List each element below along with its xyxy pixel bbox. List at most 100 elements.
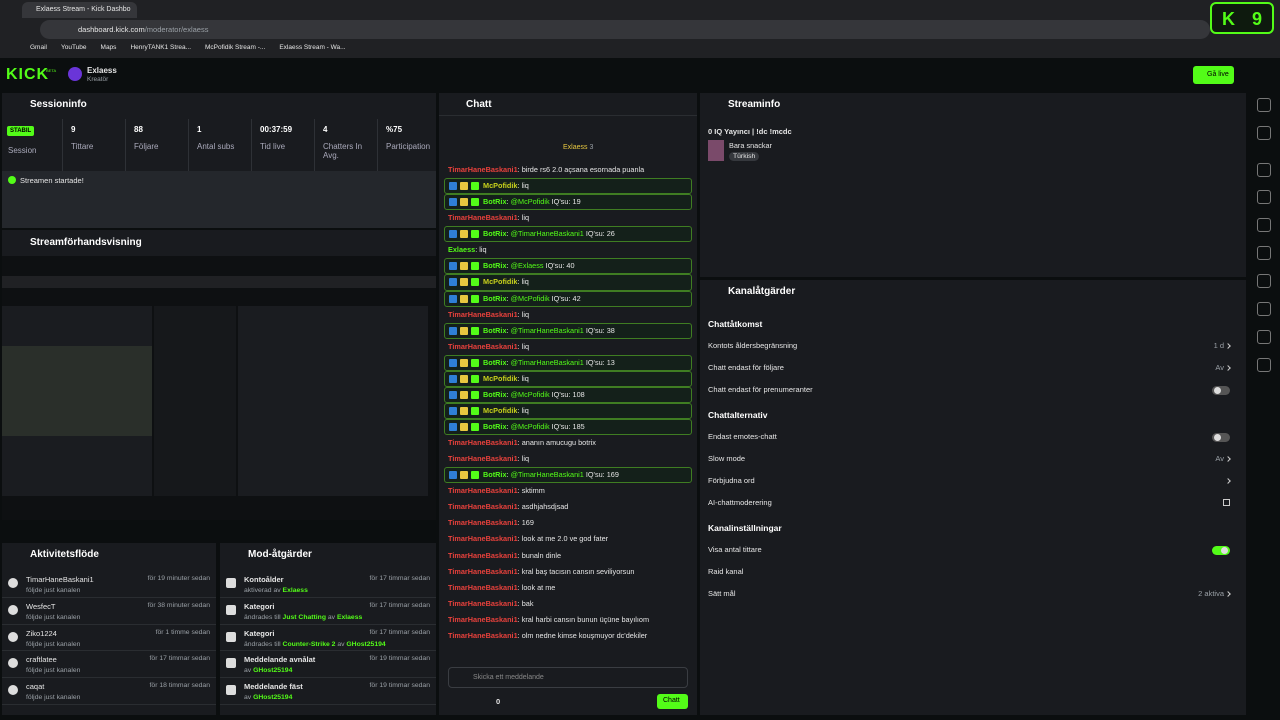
chat-message: BotRix@McPofidik IQ'su: 108: [444, 386, 692, 403]
preview-video: [2, 256, 436, 520]
mod-time: för 19 timmar sedan: [369, 655, 430, 663]
setting-row[interactable]: Kontots åldersbegränsning 1 d: [708, 335, 1238, 357]
setting-row[interactable]: Raid kanal: [708, 561, 1238, 583]
chat-username[interactable]: TimarHaneBaskani1: [448, 438, 522, 447]
chat-username[interactable]: TimarHaneBaskani1: [448, 583, 522, 592]
chat-username[interactable]: TimarHaneBaskani1: [448, 599, 522, 608]
setting-row[interactable]: Sätt mål 2 aktiva: [708, 583, 1238, 605]
mod-item: Meddelande fäst för 19 timmar sedan av GHo…: [220, 678, 436, 705]
pinned-user[interactable]: Exlaess 3: [563, 144, 593, 151]
chat-username[interactable]: TimarHaneBaskani1: [448, 213, 522, 222]
setting-row[interactable]: Chatt endast för prenumeranter: [708, 379, 1238, 401]
user-badge: [460, 326, 468, 335]
user-badge: [460, 358, 468, 367]
setting-row[interactable]: Slow mode Av: [708, 448, 1238, 470]
activity-desc: följde just kanalen: [26, 667, 81, 675]
go-live-button[interactable]: Gå live: [1193, 66, 1234, 84]
activity-item: craftlatee för 17 timmar sedan följde just…: [2, 651, 216, 679]
bookmark[interactable]: Gmail: [30, 44, 47, 51]
user-badge: [471, 198, 479, 207]
chat-username[interactable]: McPofidik: [483, 406, 522, 415]
chat-text: IQ'su: 26: [585, 229, 615, 239]
browser-tab[interactable]: Exlaess Stream - Kick Dashbo: [22, 2, 137, 18]
send-button[interactable]: Chatt: [657, 694, 688, 709]
chat-username[interactable]: TimarHaneBaskani1: [448, 615, 522, 624]
setting-row[interactable]: AI-chattmoderering: [708, 492, 1238, 514]
chat-mention: @Exlaess: [510, 261, 544, 271]
stat-value: 9: [71, 125, 76, 134]
user-badge: [460, 230, 468, 239]
chat-text: IQ'su: 13: [585, 357, 615, 367]
setting-row[interactable]: Chatt endast för följare Av: [708, 357, 1238, 379]
setting-row[interactable]: Endast emotes-chatt: [708, 426, 1238, 448]
stat-cell: 1 Antal subs: [188, 119, 251, 171]
toggle[interactable]: [1212, 433, 1230, 442]
chat-username[interactable]: BotRix: [483, 358, 511, 367]
bookmark[interactable]: McPofidik Stream -...: [205, 44, 266, 51]
sidebar-icon[interactable]: [1257, 246, 1271, 260]
chat-text: liq: [521, 309, 530, 319]
chat-username[interactable]: BotRix: [483, 229, 511, 238]
sidebar-icon[interactable]: [1257, 163, 1271, 177]
sidebar-icon[interactable]: [1257, 218, 1271, 232]
chat-username[interactable]: TimarHaneBaskani1: [448, 310, 522, 319]
mod-title: Meddelande avnålat: [244, 655, 316, 665]
chat-username[interactable]: Exlaess: [448, 245, 479, 254]
session-panel: Sessioninfo STABIL Session 9 Tittare 88 Föl…: [2, 93, 436, 228]
chat-username[interactable]: BotRix: [483, 390, 511, 399]
stat-cell: 4 Chatters In Avg.: [314, 119, 377, 171]
mod-highlight: Just Chatting: [282, 613, 326, 621]
chat-username[interactable]: BotRix: [483, 261, 511, 270]
user-badge: [460, 374, 468, 383]
stat-value: 1: [197, 125, 202, 134]
chat-username[interactable]: TimarHaneBaskani1: [448, 342, 522, 351]
chat-username[interactable]: TimarHaneBaskani1: [448, 551, 522, 560]
channel-name[interactable]: Exlaess: [87, 66, 117, 75]
bookmark[interactable]: Exlaess Stream - Wa...: [279, 44, 346, 51]
chat-username[interactable]: TimarHaneBaskani1: [448, 567, 522, 576]
bookmark[interactable]: HenryTANK1 Strea...: [130, 44, 192, 51]
user-badge: [460, 262, 468, 271]
sidebar-icon[interactable]: [1257, 126, 1271, 140]
status-badge: STABIL: [7, 126, 35, 136]
bookmark[interactable]: Maps: [100, 44, 117, 51]
chat-username[interactable]: TimarHaneBaskani1: [448, 631, 522, 640]
sidebar-icon[interactable]: [1257, 190, 1271, 204]
chat-username[interactable]: BotRix: [483, 470, 511, 479]
chat-text: liq: [479, 245, 487, 255]
event-icon: [8, 176, 16, 184]
chat-username[interactable]: TimarHaneBaskani1: [448, 534, 522, 543]
chat-username[interactable]: McPofidik: [483, 277, 522, 286]
chat-username[interactable]: McPofidik: [483, 374, 522, 383]
chat-username[interactable]: TimarHaneBaskani1: [448, 502, 522, 511]
toggle[interactable]: [1212, 546, 1230, 555]
user-badge: [471, 182, 479, 191]
chat-username[interactable]: TimarHaneBaskani1: [448, 486, 522, 495]
chat-username[interactable]: BotRix: [483, 294, 511, 303]
chat-username[interactable]: TimarHaneBaskani1: [448, 454, 522, 463]
toggle[interactable]: [1212, 386, 1230, 395]
sidebar-icon[interactable]: [1257, 98, 1271, 112]
sidebar-icon[interactable]: [1257, 358, 1271, 372]
kick-extension-badge[interactable]: K 9: [1210, 2, 1274, 34]
setting-row[interactable]: Visa antal tittare: [708, 539, 1238, 561]
chat-message: BotRix@McPofidik IQ'su: 19: [444, 194, 692, 211]
kick-logo[interactable]: KICK: [6, 66, 50, 83]
chat-username[interactable]: BotRix: [483, 422, 511, 431]
chat-username[interactable]: BotRix: [483, 326, 511, 335]
chat-username[interactable]: TimarHaneBaskani1: [448, 518, 522, 527]
chat-text: liq: [521, 213, 530, 223]
chat-username[interactable]: McPofidik: [483, 181, 522, 190]
chat-message: TimarHaneBaskani1kral harbi cansın bunun…: [444, 612, 692, 628]
sidebar-icon[interactable]: [1257, 274, 1271, 288]
chat-input[interactable]: Skicka ett meddelande: [448, 667, 688, 688]
bookmark[interactable]: YouTube: [60, 44, 87, 51]
setting-row[interactable]: Förbjudna ord: [708, 470, 1238, 492]
chevron: [1225, 591, 1231, 597]
sidebar-icon[interactable]: [1257, 302, 1271, 316]
stat-label: Antal subs: [197, 142, 235, 151]
chat-username[interactable]: TimarHaneBaskani1: [448, 165, 522, 174]
chat-username[interactable]: BotRix: [483, 197, 511, 206]
address-bar[interactable]: dashboard.kick.com/moderator/exlaess: [40, 20, 1210, 39]
sidebar-icon[interactable]: [1257, 330, 1271, 344]
